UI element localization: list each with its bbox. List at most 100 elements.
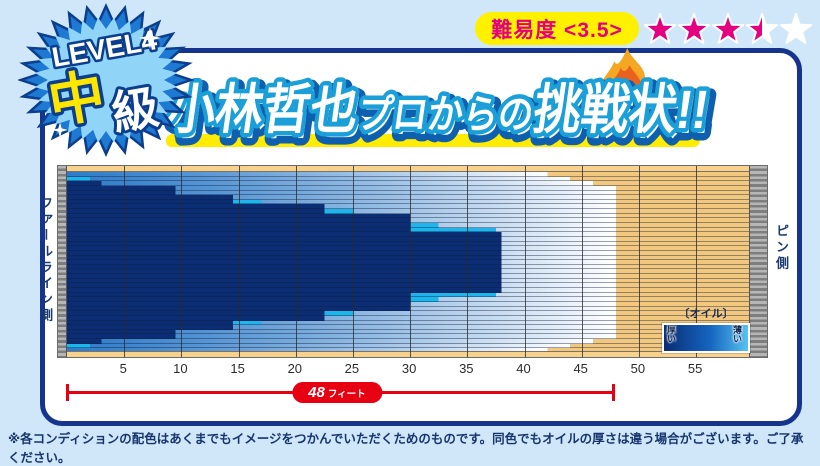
legend-title: 〔オイル〕	[678, 308, 734, 320]
dimension-endcap-right	[612, 384, 615, 401]
lane-board-row	[67, 334, 749, 340]
badge-starburst-inner	[34, 17, 178, 143]
gridline-30ft	[410, 166, 412, 357]
lane-board-row	[67, 274, 749, 279]
lane-board-row	[67, 246, 749, 251]
axis-tick-label: 55	[687, 361, 703, 376]
lane-board-row	[67, 232, 749, 237]
difficulty-badge: 難易度 <3.5>	[475, 12, 639, 45]
difficulty-star-icon	[745, 13, 779, 44]
foul-line-strip	[58, 166, 67, 357]
difficulty-star-icon	[677, 13, 711, 44]
pattern-length-unit: フィート	[327, 388, 366, 400]
lane-board-row	[67, 288, 749, 293]
flame-icon	[591, 48, 655, 145]
axis-tick-label: 45	[573, 361, 588, 376]
difficulty-star-icon	[711, 13, 745, 44]
star-rating-icon	[643, 13, 813, 44]
badge-grade-sub: 級	[108, 81, 162, 140]
oil-pattern-chart: 〔オイル〕 厚い 薄い	[57, 165, 768, 358]
difficulty-star-icon	[779, 13, 813, 44]
lane-board-row	[67, 325, 749, 330]
lane-board-row	[67, 172, 749, 177]
lane-board-row	[67, 199, 749, 205]
lane-boards	[67, 172, 749, 353]
lane-board-row	[67, 264, 749, 270]
dimension-endcap-left	[66, 384, 69, 401]
lane-board-row	[67, 190, 749, 196]
sparkle-icon	[52, 122, 68, 138]
gridline-25ft	[352, 166, 354, 357]
lane-edge-top	[67, 166, 749, 172]
lane-board-row	[67, 181, 749, 186]
title-text: 小林哲也プロからの挑戦状!!	[164, 80, 712, 140]
pin-side-label: ピン側	[774, 224, 789, 272]
lane-board-row	[67, 329, 749, 335]
x-axis: 5 10 15 20 25 30 35 40 45 50 55	[57, 361, 768, 377]
lane-board-row	[67, 236, 749, 242]
lane-board-row	[67, 241, 749, 247]
lane-board-row	[67, 185, 749, 191]
lane-board-row	[67, 195, 749, 200]
gridline-40ft	[524, 166, 526, 357]
footnote: ※各コンディションの配色はあくまでもイメージをつかんでいただくためのものです。同…	[8, 432, 804, 465]
sparkle-icon	[139, 27, 161, 49]
lane-board-row	[67, 227, 749, 233]
gridline-5ft	[124, 166, 126, 357]
lane-board-row	[67, 213, 749, 219]
axis-tick-label: 25	[344, 361, 360, 376]
lane-board-row	[67, 311, 749, 316]
lane-board-row	[67, 278, 749, 284]
difficulty-label: 難易度 <3.5>	[491, 18, 623, 42]
lane-board-row	[67, 223, 749, 228]
lane-board-row	[67, 306, 749, 312]
gridline-45ft	[581, 166, 583, 357]
lane-board-row	[67, 218, 749, 224]
level-badge: LEVEL4 中 級	[18, 2, 194, 158]
axis-tick-label: 50	[630, 361, 646, 376]
badge-grade-main: 中	[44, 63, 110, 135]
gridline-35ft	[467, 166, 469, 357]
lane-board-row	[67, 339, 749, 344]
title-shadow-layer: 小林哲也プロからの挑戦状!!	[167, 85, 715, 145]
legend-gradient-bar: 厚い 薄い	[662, 323, 750, 353]
axis-tick-label: 20	[287, 361, 303, 376]
difficulty-stars	[642, 9, 814, 49]
gridline-10ft	[181, 166, 183, 357]
lane-board-row	[67, 176, 749, 182]
lane-surface: 〔オイル〕 厚い 薄い	[67, 166, 750, 357]
oil-legend: 〔オイル〕 厚い 薄い	[662, 305, 750, 353]
axis-tick-label: 15	[230, 361, 245, 376]
lane-board-row	[67, 343, 749, 349]
page-title: 小林哲也プロからの挑戦状!! 小林哲也プロからの挑戦状!!	[160, 76, 718, 153]
lane-board-row	[67, 250, 749, 256]
legend-thin-label: 薄い	[733, 325, 743, 345]
lane-board-row	[67, 315, 749, 321]
lane-edge-bottom	[67, 351, 749, 357]
gridline-15ft	[238, 166, 240, 357]
foul-line-side-label: ファールライン側	[38, 196, 53, 324]
lane-board-row	[67, 292, 749, 298]
pattern-length-badge: 48 フィート	[291, 382, 382, 403]
lane-board-row	[67, 204, 749, 210]
lane-board-row	[67, 283, 749, 289]
lane-board-row	[67, 301, 749, 307]
lane-board-row	[67, 209, 749, 214]
difficulty-star-icon	[643, 13, 677, 44]
pattern-length-value: 48	[308, 384, 325, 401]
axis-tick-label: 35	[459, 361, 474, 376]
page: { "badge": { "level": "LEVEL4", "grade_m…	[8, 2, 814, 465]
lane-board-row	[67, 269, 749, 275]
gridline-55ft	[696, 166, 698, 357]
axis-tick-label: 10	[173, 361, 188, 376]
axis-tick-label: 40	[516, 361, 531, 376]
lane-board-row	[67, 255, 749, 261]
lane-board-row	[67, 260, 749, 265]
title-underline	[165, 134, 701, 147]
axis-tick-label: 30	[401, 361, 417, 376]
axis-tick-label: 5	[119, 361, 127, 376]
pin-deck-strip	[749, 166, 767, 357]
gridline-50ft	[638, 166, 640, 357]
gridline-20ft	[295, 166, 297, 357]
lane-board-row	[67, 297, 749, 302]
